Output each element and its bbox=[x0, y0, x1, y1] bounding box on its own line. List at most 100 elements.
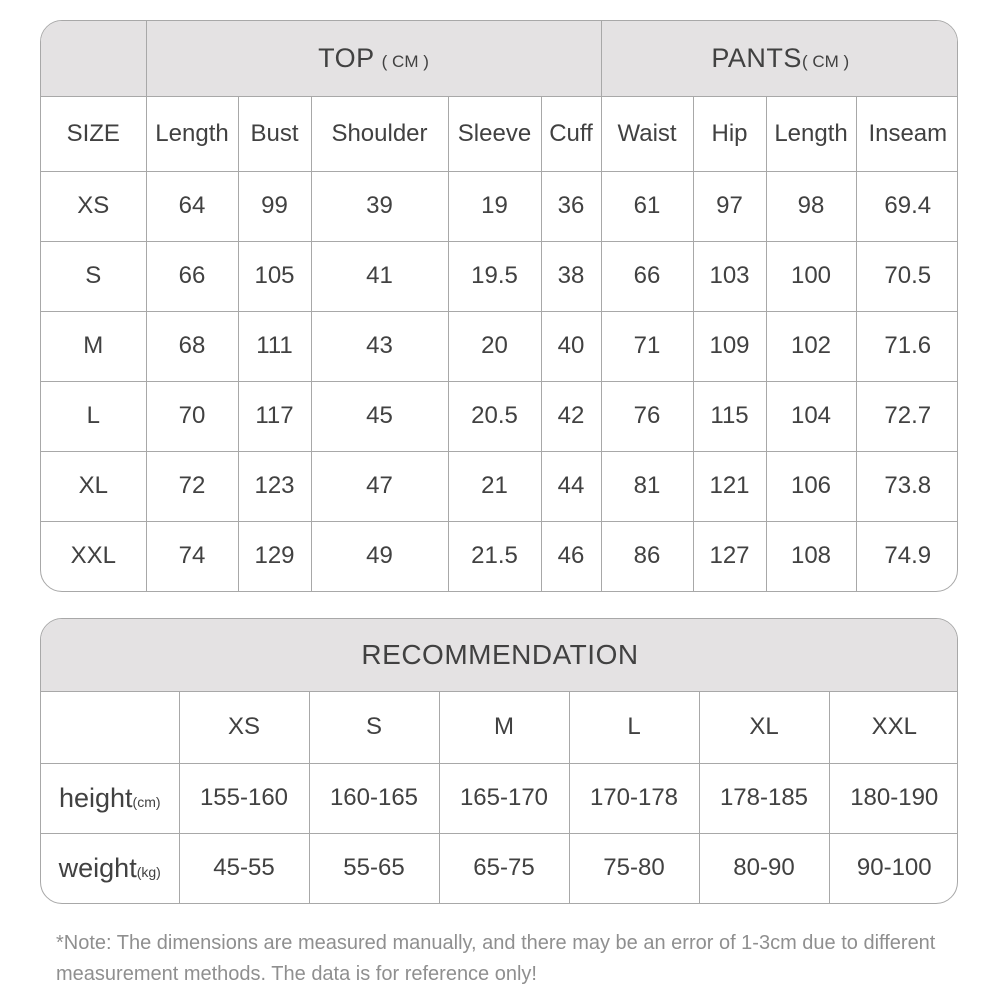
cell: 47 bbox=[310, 450, 449, 522]
cell: 111 bbox=[237, 310, 312, 382]
cell: 123 bbox=[237, 450, 312, 522]
recommendation-header-xxl: XXL bbox=[828, 690, 957, 764]
weight-row: weight(kg) 45-55 55-65 65-75 75-80 80-90… bbox=[41, 832, 957, 903]
column-header-length: Length bbox=[145, 95, 239, 172]
cell: 21 bbox=[447, 450, 542, 522]
height-unit: (cm) bbox=[132, 793, 161, 810]
cell: 36 bbox=[540, 170, 602, 242]
recommendation-header-m: M bbox=[438, 690, 570, 764]
cell: 66 bbox=[145, 240, 239, 312]
size-label: XL bbox=[41, 450, 147, 522]
table-row-m: M 68 111 43 20 40 71 109 102 71.6 bbox=[41, 310, 957, 382]
cell: 49 bbox=[310, 520, 449, 591]
cell: 19.5 bbox=[447, 240, 542, 312]
cell: 21.5 bbox=[447, 520, 542, 591]
cell: 180-190 bbox=[828, 762, 957, 834]
cell: 76 bbox=[600, 380, 694, 452]
cell: 46 bbox=[540, 520, 602, 591]
cell: 72.7 bbox=[855, 380, 957, 452]
cell: 72 bbox=[145, 450, 239, 522]
cell: 160-165 bbox=[308, 762, 440, 834]
cell: 20 bbox=[447, 310, 542, 382]
cell: 103 bbox=[692, 240, 767, 312]
cell: 70 bbox=[145, 380, 239, 452]
cell: 45 bbox=[310, 380, 449, 452]
column-header-sleeve: Sleeve bbox=[447, 95, 542, 172]
cell: 44 bbox=[540, 450, 602, 522]
recommendation-table: RECOMMENDATION XS S M L XL XXL height(cm… bbox=[40, 618, 958, 904]
weight-label: weight bbox=[58, 852, 137, 883]
cell: 170-178 bbox=[568, 762, 700, 834]
cell: 64 bbox=[145, 170, 239, 242]
recommendation-header-s: S bbox=[308, 690, 440, 764]
height-label: height bbox=[58, 782, 133, 813]
pants-group-header: PANTS( CM ) bbox=[600, 21, 957, 97]
cell: 20.5 bbox=[447, 380, 542, 452]
cell: 39 bbox=[310, 170, 449, 242]
size-label: M bbox=[41, 310, 147, 382]
cell: 40 bbox=[540, 310, 602, 382]
table-row-xs: XS 64 99 39 19 36 61 97 98 69.4 bbox=[41, 170, 957, 242]
weight-row-label: weight(kg) bbox=[41, 832, 180, 903]
column-header-row: SIZE Length Bust Shoulder Sleeve Cuff Wa… bbox=[41, 95, 957, 172]
cell: 45-55 bbox=[178, 832, 310, 903]
cell: 81 bbox=[600, 450, 694, 522]
cell: 74 bbox=[145, 520, 239, 591]
cell: 61 bbox=[600, 170, 694, 242]
recommendation-header-xs: XS bbox=[178, 690, 310, 764]
table-row-xl: XL 72 123 47 21 44 81 121 106 73.8 bbox=[41, 450, 957, 522]
cell: 70.5 bbox=[855, 240, 957, 312]
cell: 165-170 bbox=[438, 762, 570, 834]
column-header-cuff: Cuff bbox=[540, 95, 602, 172]
cell: 19 bbox=[447, 170, 542, 242]
cell: 86 bbox=[600, 520, 694, 591]
table-row-l: L 70 117 45 20.5 42 76 115 104 72.7 bbox=[41, 380, 957, 452]
cell: 80-90 bbox=[698, 832, 830, 903]
cell: 69.4 bbox=[855, 170, 957, 242]
recommendation-title: RECOMMENDATION bbox=[41, 619, 957, 692]
cell: 71.6 bbox=[855, 310, 957, 382]
size-table-grid: TOP ( CM ) PANTS( CM ) SIZE Length Bust S… bbox=[41, 21, 957, 591]
cell: 127 bbox=[692, 520, 767, 591]
cell: 117 bbox=[237, 380, 312, 452]
column-header-size: SIZE bbox=[41, 95, 147, 172]
column-header-shoulder: Shoulder bbox=[310, 95, 449, 172]
cell: 97 bbox=[692, 170, 767, 242]
cell: 75-80 bbox=[568, 832, 700, 903]
cell: 66 bbox=[600, 240, 694, 312]
cell: 178-185 bbox=[698, 762, 830, 834]
top-group-unit: ( CM ) bbox=[381, 51, 429, 71]
cell: 73.8 bbox=[855, 450, 957, 522]
measurement-note: *Note: The dimensions are measured manua… bbox=[56, 932, 936, 985]
cell: 121 bbox=[692, 450, 767, 522]
column-header-hip: Hip bbox=[692, 95, 767, 172]
column-header-bust: Bust bbox=[237, 95, 312, 172]
cell: 108 bbox=[765, 520, 857, 591]
column-header-waist: Waist bbox=[600, 95, 694, 172]
cell: 102 bbox=[765, 310, 857, 382]
recommendation-header-xl: XL bbox=[698, 690, 830, 764]
cell: 38 bbox=[540, 240, 602, 312]
cell: 71 bbox=[600, 310, 694, 382]
recommendation-title-row: RECOMMENDATION bbox=[41, 619, 957, 692]
column-header-pants-length: Length bbox=[765, 95, 857, 172]
top-group-header: TOP ( CM ) bbox=[145, 21, 602, 97]
size-label: XXL bbox=[41, 520, 147, 591]
pants-group-label: PANTS bbox=[711, 42, 802, 73]
cell: 68 bbox=[145, 310, 239, 382]
cell: 43 bbox=[310, 310, 449, 382]
weight-unit: (kg) bbox=[136, 863, 161, 880]
column-header-inseam: Inseam bbox=[855, 95, 957, 172]
cell: 98 bbox=[765, 170, 857, 242]
recommendation-header-empty-cell bbox=[41, 690, 180, 764]
recommendation-header-l: L bbox=[568, 690, 700, 764]
table-row-s: S 66 105 41 19.5 38 66 103 100 70.5 bbox=[41, 240, 957, 312]
cell: 129 bbox=[237, 520, 312, 591]
top-group-label: TOP bbox=[318, 42, 375, 73]
size-label: L bbox=[41, 380, 147, 452]
group-header-empty-cell bbox=[41, 21, 147, 97]
cell: 104 bbox=[765, 380, 857, 452]
cell: 90-100 bbox=[828, 832, 957, 903]
cell: 155-160 bbox=[178, 762, 310, 834]
cell: 105 bbox=[237, 240, 312, 312]
